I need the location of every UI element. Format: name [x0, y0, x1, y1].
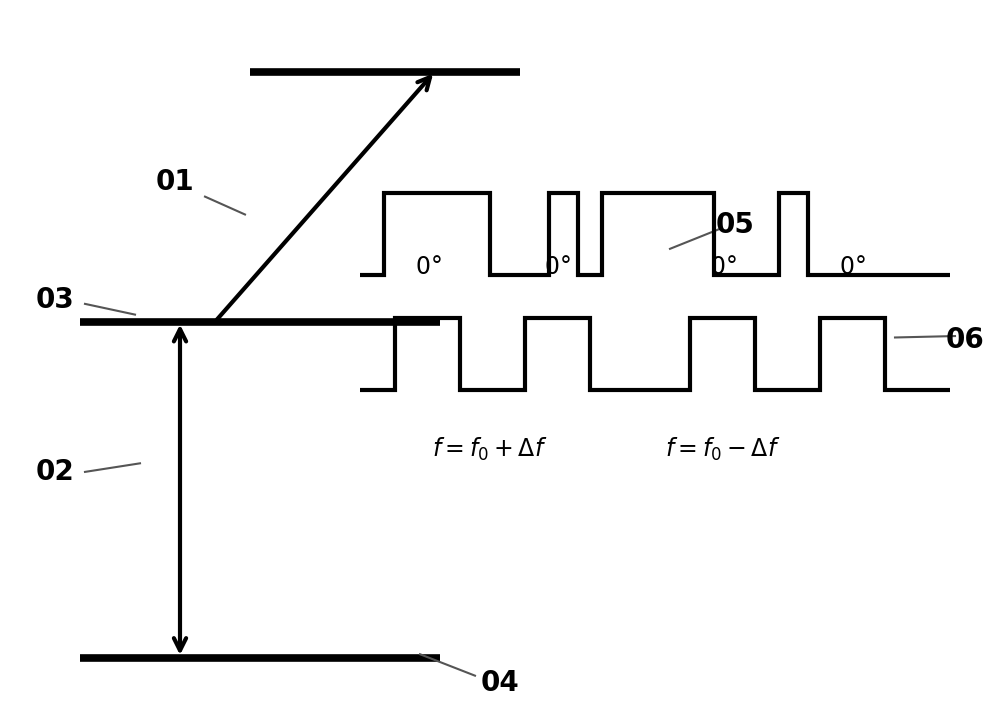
Text: $f=f_0-\Delta f$: $f=f_0-\Delta f$: [665, 436, 781, 463]
Text: 03: 03: [36, 286, 74, 315]
Text: 02: 02: [36, 458, 74, 486]
Text: 06: 06: [946, 325, 984, 354]
Text: 01: 01: [156, 168, 194, 197]
Text: 04: 04: [481, 669, 519, 697]
Text: $0°$: $0°$: [544, 255, 571, 279]
Text: $0°$: $0°$: [839, 255, 866, 279]
Text: $0°$: $0°$: [415, 255, 441, 279]
Text: 05: 05: [716, 211, 754, 240]
Text: $f=f_0+\Delta f$: $f=f_0+\Delta f$: [432, 436, 547, 463]
Text: $0°$: $0°$: [710, 255, 736, 279]
